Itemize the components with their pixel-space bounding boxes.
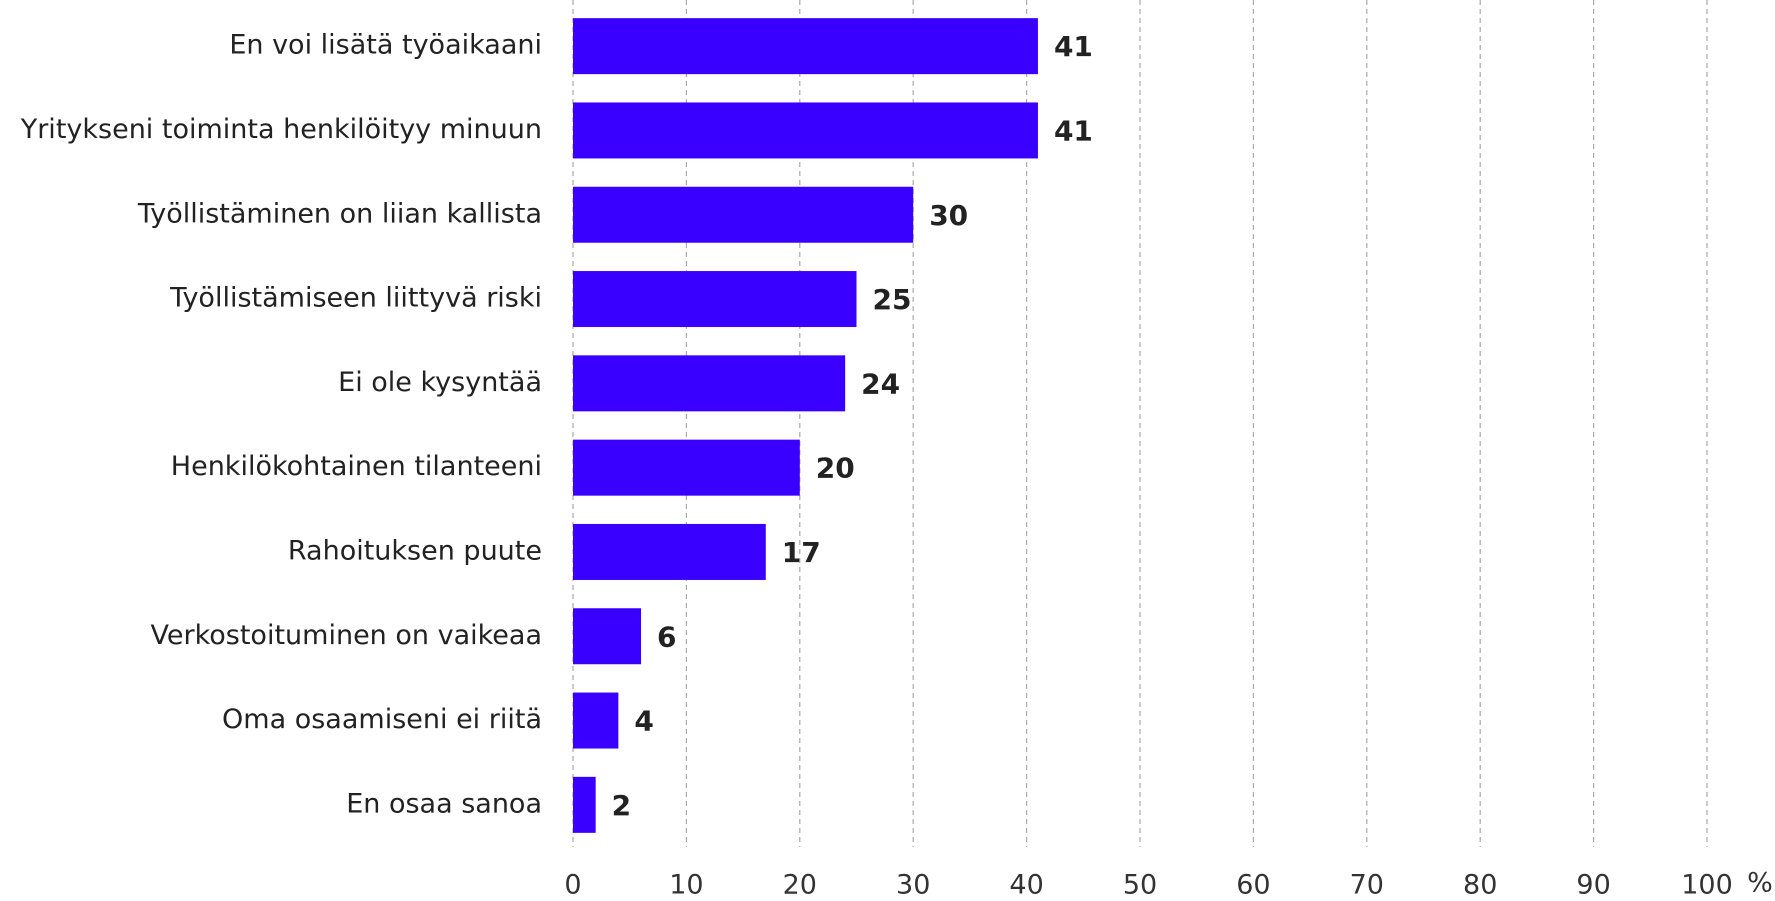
bar [573,439,800,496]
data-label: 41 [1054,30,1093,63]
data-label: 20 [816,452,855,485]
bar [573,608,642,665]
y-tick-label: Ei ole kysyntää [338,367,542,398]
bar [573,776,596,833]
bar [573,692,619,749]
x-tick-label: 20 [783,870,817,901]
y-tick-label: Työllistäminen on liian kallista [137,198,542,229]
data-label: 30 [929,199,968,232]
data-label: 24 [861,367,900,400]
y-tick-label: Rahoituksen puute [288,535,542,566]
data-label: 2 [612,789,631,822]
y-tick-label: En voi lisätä työaikaani [229,30,542,61]
x-tick-label: 70 [1350,870,1384,901]
x-tick-label: 40 [1009,870,1043,901]
data-label: 6 [657,620,676,653]
bar [573,523,766,580]
x-tick-label: 10 [669,870,703,901]
x-tick-label: 80 [1463,870,1497,901]
y-tick-label: Oma osaamiseni ei riitä [222,704,542,735]
bar [573,18,1038,75]
y-tick-label: Työllistämiseen liittyvä riski [169,283,542,314]
data-label: 41 [1054,114,1093,147]
x-tick-label: 0 [564,870,581,901]
bar [573,355,846,412]
y-tick-label: Henkilökohtainen tilanteeni [171,451,542,482]
y-tick-label: En osaa sanoa [346,788,542,819]
data-label: 4 [634,705,653,738]
y-tick-label: Yritykseni toiminta henkilöityy minuun [20,114,542,145]
x-axis-label: % [1747,868,1773,899]
x-tick-label: 90 [1576,870,1610,901]
x-tick-label: 30 [896,870,930,901]
x-tick-label: 100 [1681,870,1733,901]
bar [573,102,1038,159]
bar [573,271,857,328]
data-label: 25 [873,283,912,316]
y-tick-label: Verkostoituminen on vaikeaa [151,620,543,651]
x-tick-label: 60 [1236,870,1270,901]
x-tick-label: 50 [1123,870,1157,901]
bar [573,186,914,243]
data-label: 17 [782,536,821,569]
